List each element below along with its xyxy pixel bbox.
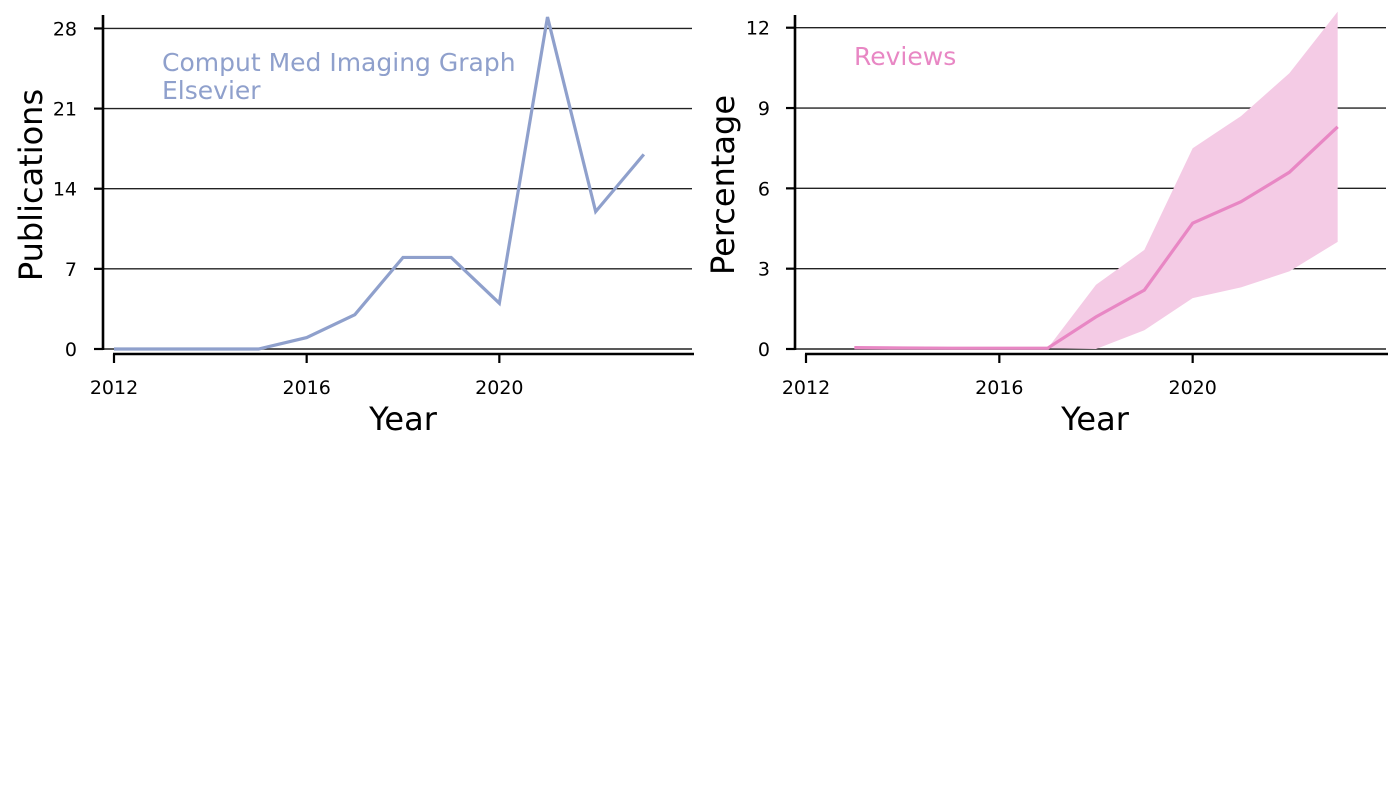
x-tick-label: 2012	[90, 377, 138, 399]
x-tick-label: 2020	[1168, 377, 1216, 399]
x-tick-label: 2016	[975, 377, 1023, 399]
series-line	[114, 16, 646, 351]
percentage-chart: Year Percentage 0 3 6 9 12 2012 2016 2020 Review…	[704, 11, 1388, 438]
x-axis-title: Year	[1060, 400, 1130, 438]
x-tick-label: 2016	[282, 377, 330, 399]
x-tick-label: 2020	[475, 377, 523, 399]
y-tick-label: 0	[65, 339, 77, 361]
confidence-band	[854, 11, 1338, 349]
y-tick-label: 14	[53, 179, 77, 201]
y-tick-label: 21	[53, 99, 77, 121]
x-tick-label: 2012	[782, 377, 830, 399]
y-tick-label: 3	[758, 259, 770, 281]
publications-chart: Year Publications 0 7 14 21 28 2012 2016 2020 Co…	[12, 15, 694, 438]
y-tick-label: 0	[758, 339, 770, 361]
y-axis-title: Publications	[12, 89, 50, 281]
x-axis-title: Year	[368, 400, 438, 438]
series-line	[854, 125, 1339, 350]
y-tick-label: 9	[758, 98, 770, 120]
y-axis-title: Percentage	[704, 95, 742, 275]
y-tick-label: 28	[53, 18, 77, 40]
chart-annotation: Elsevier	[162, 76, 261, 105]
y-tick-label: 12	[746, 18, 770, 40]
chart-annotation: Comput Med Imaging Graph	[162, 48, 516, 77]
y-tick-label: 7	[65, 259, 77, 281]
chart-annotation: Reviews	[854, 42, 956, 71]
y-tick-label: 6	[758, 178, 770, 200]
